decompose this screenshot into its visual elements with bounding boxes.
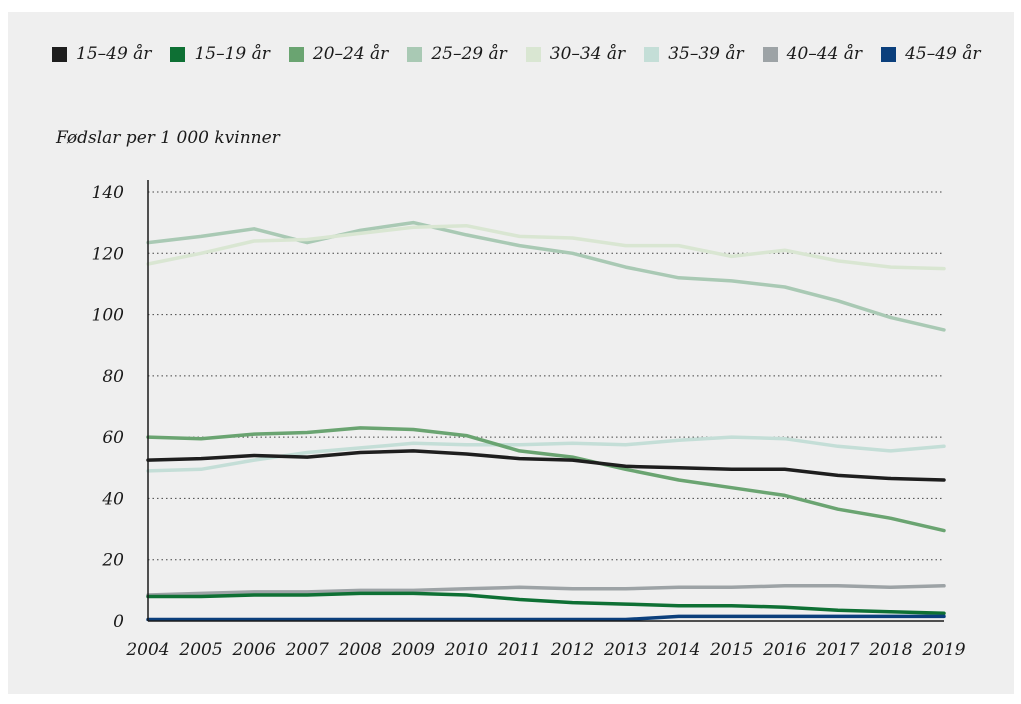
y-tick-label: 20 xyxy=(101,551,124,571)
x-tick-label: 2019 xyxy=(921,640,965,660)
legend-swatch xyxy=(288,46,304,62)
legend: 15–49 år 15–19 år 20–24 år 25–29 år 30–34 år… xyxy=(52,44,1000,64)
legend-swatch xyxy=(52,46,67,62)
x-tick-label: 2016 xyxy=(762,640,806,660)
y-tick-label: 100 xyxy=(92,306,125,326)
x-tick-label: 2007 xyxy=(285,640,329,660)
legend-swatch xyxy=(407,46,423,62)
x-tick-label: 2013 xyxy=(603,640,647,660)
x-tick-label: 2006 xyxy=(232,640,276,660)
legend-label: 15–49 år xyxy=(76,44,152,64)
x-tick-label: 2018 xyxy=(868,640,912,660)
legend-label: 25–29 år xyxy=(431,44,507,64)
legend-label: 35–39 år xyxy=(668,44,744,64)
x-tick-label: 2010 xyxy=(444,640,488,660)
legend-item: 35–39 år xyxy=(644,44,744,64)
chart-panel xyxy=(8,12,1014,694)
legend-item: 15–49 år xyxy=(52,44,151,64)
legend-item: 30–34 år xyxy=(525,44,626,64)
x-tick-label: 2014 xyxy=(656,640,700,660)
legend-label: 40–44 år xyxy=(786,44,863,64)
legend-item: 40–44 år xyxy=(762,44,863,64)
legend-item: 20–24 år xyxy=(288,44,389,64)
x-tick-label: 2015 xyxy=(709,640,753,660)
x-tick-label: 2017 xyxy=(815,640,859,660)
y-tick-label: 40 xyxy=(101,489,124,509)
y-tick-label: 140 xyxy=(92,183,125,203)
legend-swatch xyxy=(170,46,186,62)
x-tick-label: 2012 xyxy=(550,640,594,660)
x-tick-label: 2008 xyxy=(338,640,382,660)
legend-label: 20–24 år xyxy=(312,44,389,64)
series-line xyxy=(146,591,946,616)
y-tick-label: 120 xyxy=(92,244,125,264)
legend-label: 30–34 år xyxy=(549,44,626,64)
y-tick-label: 60 xyxy=(102,428,124,448)
legend-swatch xyxy=(881,46,897,62)
series-line xyxy=(146,426,946,533)
legend-swatch xyxy=(644,46,660,62)
y-axis-label: Fødslar per 1 000 kvinner xyxy=(56,128,280,148)
legend-label: 15–19 år xyxy=(194,44,270,64)
legend-item: 45–49 år xyxy=(881,44,981,64)
series-line xyxy=(146,584,946,597)
series-line xyxy=(146,449,946,482)
legend-swatch xyxy=(525,46,541,62)
legend-item: 15–19 år xyxy=(170,44,270,64)
x-tick-label: 2005 xyxy=(178,640,222,660)
x-tick-label: 2011 xyxy=(497,640,541,660)
legend-swatch xyxy=(762,46,778,62)
x-tick-label: 2004 xyxy=(125,640,169,660)
series-line xyxy=(146,220,946,332)
legend-label: 45–49 år xyxy=(905,44,981,64)
y-tick-label: 0 xyxy=(113,612,124,632)
series-line xyxy=(146,223,946,271)
series-line xyxy=(146,614,946,622)
legend-item: 25–29 år xyxy=(407,44,507,64)
x-tick-label: 2009 xyxy=(391,640,435,660)
y-tick-label: 80 xyxy=(102,367,124,387)
